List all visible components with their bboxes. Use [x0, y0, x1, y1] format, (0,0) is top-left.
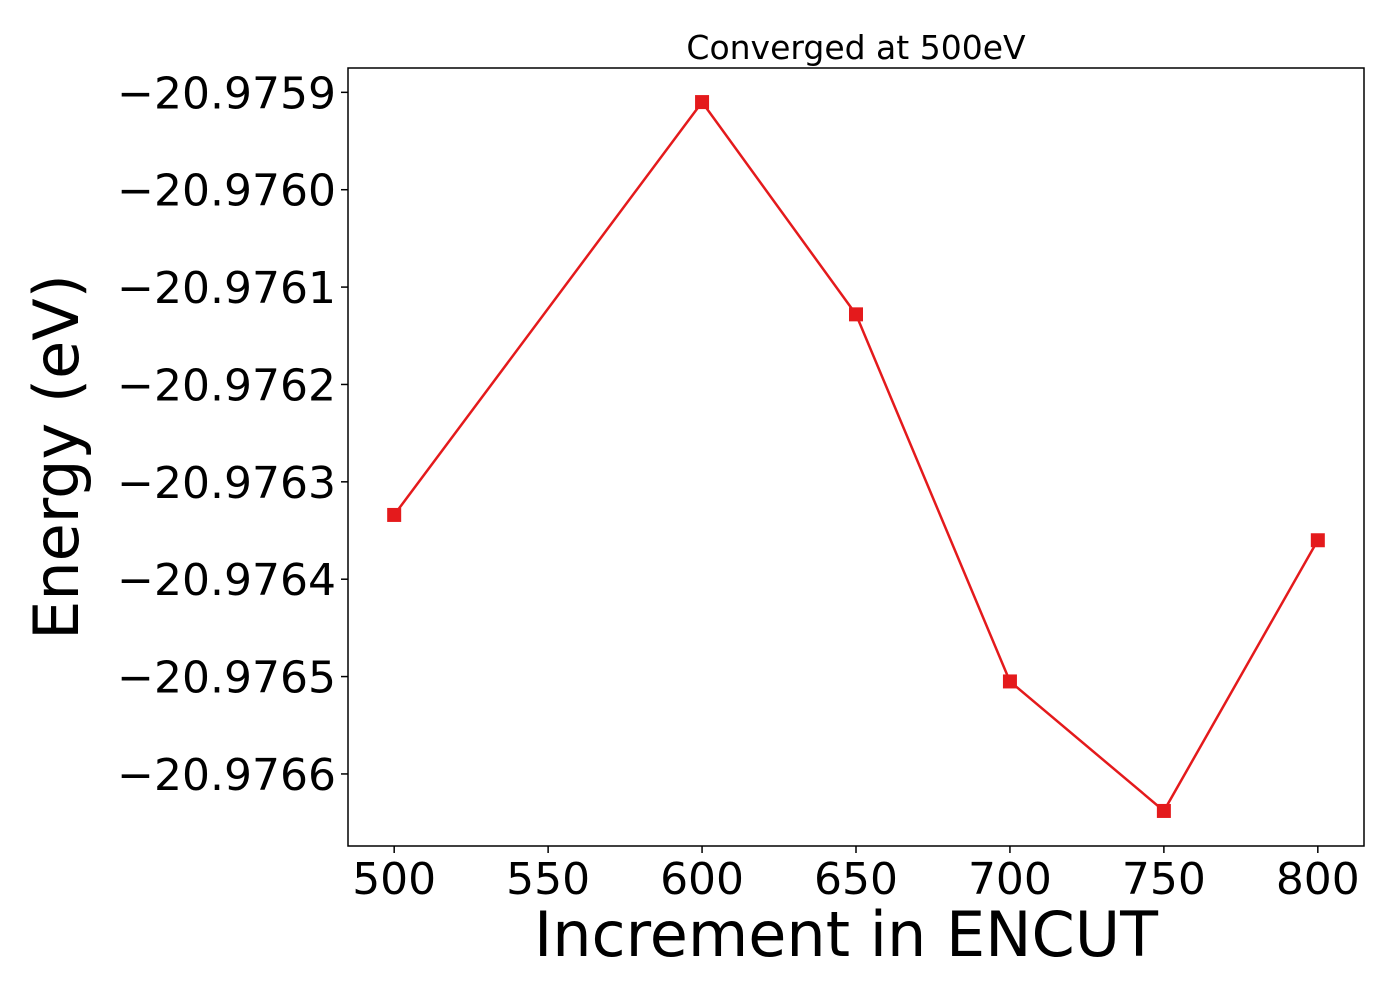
y-tick-label: −20.9760	[117, 166, 336, 217]
plot-area	[347, 67, 1365, 847]
data-point-marker	[1310, 533, 1325, 548]
series-line	[393, 99, 1319, 813]
data-point-marker	[1002, 674, 1017, 689]
y-axis-title: Energy (eV)	[20, 274, 93, 640]
y-tick-label: −20.9762	[117, 360, 336, 411]
x-tick-label: 650	[814, 854, 898, 905]
x-tick-label: 600	[660, 854, 744, 905]
data-point-marker	[849, 307, 863, 322]
x-tick-label: 500	[352, 854, 436, 905]
y-tick-label: −20.9759	[117, 68, 336, 119]
x-axis-title: Increment in ENCUT	[534, 898, 1159, 971]
x-tick-label: 800	[1276, 854, 1360, 905]
y-axis: −20.9759 −20.9760 −20.9761 −20.9762 −20.9763…	[117, 68, 348, 801]
y-tick-label: −20.9764	[117, 555, 336, 606]
x-axis: 500 550 600 650 700 750 800	[352, 846, 1360, 905]
x-tick-label: 550	[506, 854, 590, 905]
data-point-marker	[387, 507, 402, 522]
x-tick-label: 750	[1122, 854, 1206, 905]
series-group	[387, 95, 1325, 818]
data-point-marker	[1156, 803, 1171, 818]
x-tick-label: 700	[968, 854, 1052, 905]
y-tick-label: −20.9766	[117, 750, 336, 801]
chart-title: Converged at 500eV	[686, 28, 1026, 67]
y-tick-label: −20.9765	[117, 653, 336, 704]
y-tick-label: −20.9763	[117, 458, 336, 509]
data-point-marker	[695, 95, 710, 110]
y-tick-label: −20.9761	[117, 263, 336, 314]
